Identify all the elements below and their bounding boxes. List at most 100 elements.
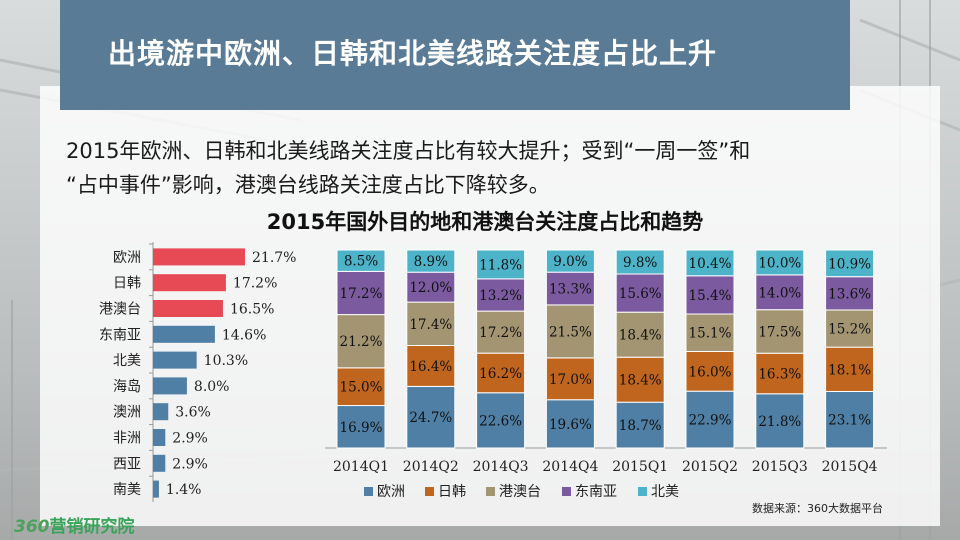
- hbar-category-label: 港澳台: [99, 302, 141, 318]
- legend-swatch: [486, 487, 495, 496]
- page-title: 出境游中欧洲、日韩和北美线路关注度占比上升: [108, 37, 718, 70]
- logo-number: 360: [14, 517, 50, 537]
- stack-segment: [476, 310, 526, 354]
- hbar-value-label: 2.9%: [172, 431, 208, 447]
- stack-segment: [545, 271, 595, 306]
- hbar-value-label: 17.2%: [233, 276, 277, 292]
- stack-value-label: 13.3%: [549, 282, 592, 298]
- legend-swatch: [364, 487, 373, 496]
- stack-category-label: 2015Q1: [612, 459, 668, 475]
- stack-value-label: 18.7%: [619, 418, 662, 434]
- stack-segment: [615, 401, 665, 449]
- stack-segment: [615, 356, 665, 403]
- stack-segment: [545, 357, 595, 401]
- legend-label: 港澳台: [499, 484, 541, 500]
- stack-segment: [336, 367, 386, 407]
- stack-category-label: 2015Q4: [822, 459, 878, 475]
- hbar-category-label: 欧洲: [113, 250, 141, 266]
- stack-segment: [755, 309, 805, 354]
- description-line-1: 2015年欧洲、日韩和北美线路关注度占比有较大提升；受到“一周一签”和: [66, 139, 751, 163]
- stack-segment: [476, 278, 526, 312]
- stack-value-label: 21.5%: [549, 324, 592, 340]
- hbar-category-label: 南美: [113, 482, 141, 498]
- stack-value-label: 12.0%: [409, 280, 452, 296]
- hbar-bar: [153, 403, 169, 421]
- stack-segment: [406, 249, 456, 273]
- stack-category-label: 2014Q3: [473, 459, 529, 475]
- logo-text: 营销研究院: [49, 517, 135, 537]
- stack-value-label: 14.0%: [758, 285, 801, 301]
- hbar-category-label: 海岛: [113, 379, 141, 395]
- description: 2015年欧洲、日韩和北美线路关注度占比有较大提升；受到“一周一签”和 “占中事…: [66, 134, 906, 202]
- stack-value-label: 16.4%: [409, 359, 452, 375]
- stack-value-label: 22.6%: [479, 413, 522, 429]
- stack-segment: [615, 249, 665, 275]
- hbar-value-label: 16.5%: [230, 302, 274, 318]
- stack-segment: [476, 392, 526, 449]
- stack-value-label: 13.2%: [479, 288, 522, 304]
- hbar-category-label: 日韩: [113, 276, 141, 292]
- stack-segment: [685, 313, 735, 352]
- stack-value-label: 15.2%: [828, 322, 871, 338]
- stack-segment: [476, 352, 526, 394]
- stack-value-label: 17.4%: [409, 317, 452, 333]
- stack-value-label: 10.9%: [828, 256, 871, 272]
- stack-value-label: 17.2%: [340, 286, 383, 302]
- stack-segment: [825, 346, 875, 392]
- hbar-bar: [153, 274, 226, 292]
- hbar-value-label: 21.7%: [252, 250, 296, 266]
- hbar-bar: [153, 351, 197, 369]
- stack-value-label: 16.0%: [689, 364, 732, 380]
- legend-label: 北美: [651, 484, 679, 500]
- stack-value-label: 13.6%: [828, 286, 871, 302]
- stack-segment: [685, 249, 735, 277]
- stack-value-label: 17.5%: [758, 324, 801, 340]
- stack-category-label: 2014Q2: [403, 459, 459, 475]
- hbar-bar: [153, 248, 245, 266]
- stack-segment: [476, 249, 526, 280]
- hbar-category-label: 北美: [113, 353, 141, 369]
- hbar-bar: [153, 300, 223, 317]
- hbar-value-label: 2.9%: [172, 456, 208, 472]
- hbar-bar: [153, 377, 187, 395]
- brand-logo: 360营销研究院: [14, 512, 135, 537]
- hbar-category-label: 非洲: [113, 431, 141, 447]
- stack-value-label: 21.8%: [758, 414, 801, 430]
- stack-value-label: 15.4%: [689, 288, 732, 304]
- stack-value-label: 18.4%: [619, 328, 662, 344]
- stack-value-label: 9.0%: [553, 254, 587, 270]
- stack-segment: [336, 405, 386, 449]
- stack-segment: [336, 270, 386, 316]
- stack-value-label: 8.9%: [414, 254, 448, 270]
- hbar-value-label: 8.0%: [194, 379, 230, 395]
- stack-segment: [406, 271, 456, 303]
- hbar-value-label: 14.6%: [222, 327, 266, 343]
- stack-value-label: 16.2%: [479, 366, 522, 382]
- hbar-value-label: 1.4%: [166, 482, 202, 498]
- hbar-bar: [153, 480, 159, 498]
- stack-category-label: 2015Q2: [682, 459, 738, 475]
- stack-segment: [545, 399, 595, 449]
- stack-category-label: 2014Q4: [542, 459, 598, 475]
- title-bar: [60, 0, 850, 110]
- stack-value-label: 19.6%: [549, 417, 592, 433]
- stack-category-label: 2014Q1: [333, 459, 389, 475]
- stack-value-label: 18.4%: [619, 373, 662, 389]
- stack-segment: [825, 249, 875, 278]
- stack-value-label: 16.3%: [758, 367, 801, 383]
- stack-segment: [336, 249, 386, 272]
- stack-category-label: 2015Q3: [752, 459, 808, 475]
- hbar-category-label: 东南亚: [99, 327, 141, 343]
- stack-segment: [685, 275, 735, 315]
- stack-segment: [406, 385, 456, 449]
- description-line-2: “占中事件”影响，港澳台线路关注度占比下降较多。: [66, 173, 550, 197]
- legend-label: 欧洲: [377, 484, 405, 500]
- stack-value-label: 15.6%: [619, 286, 662, 302]
- stack-value-label: 8.5%: [344, 254, 378, 270]
- stack-segment: [545, 249, 595, 273]
- stack-segment: [755, 249, 805, 276]
- stack-value-label: 17.2%: [479, 325, 522, 341]
- stack-value-label: 17.0%: [549, 372, 592, 388]
- stack-value-label: 9.8%: [623, 255, 657, 271]
